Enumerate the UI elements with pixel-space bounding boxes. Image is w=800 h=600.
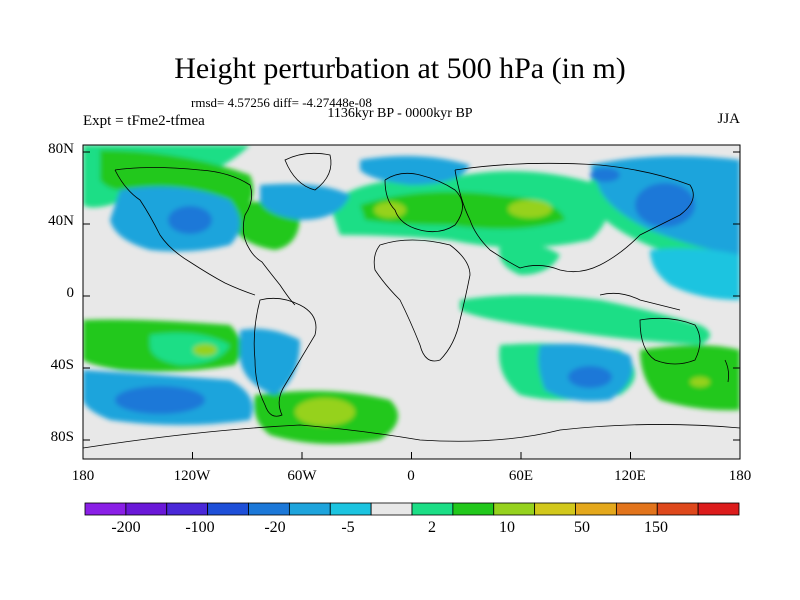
coastline-north-america xyxy=(114,167,296,306)
colorbar-box xyxy=(411,502,454,516)
coastline-africa xyxy=(373,239,471,362)
field-positive-south-pacific-core xyxy=(150,332,230,365)
colorbar-box xyxy=(166,502,209,516)
colorbar-box xyxy=(207,502,249,516)
field-negative-tropical-pacific xyxy=(650,248,740,300)
colorbar-label: 2 xyxy=(428,519,436,536)
field-max-south-atlantic xyxy=(295,398,355,426)
colorbar-box xyxy=(84,502,127,516)
field-negative-south-america xyxy=(240,328,300,395)
coastline-australia xyxy=(639,317,701,365)
experiment-label: Expt = tFme2-tfmea xyxy=(83,113,205,129)
coastline-indonesia xyxy=(599,292,681,311)
lon-label-120e: 120E xyxy=(614,468,646,484)
colorbar-box xyxy=(656,502,699,516)
period-text: 1136kyr BP - 0000kyr BP xyxy=(327,106,473,121)
lon-label-180w: 180 xyxy=(71,468,95,484)
lon-label-0: 0 xyxy=(407,468,415,484)
field-positive-south-indian xyxy=(640,345,740,411)
coastline-new-zealand xyxy=(724,359,729,383)
lat-label-0: 0 xyxy=(66,285,75,301)
colorbar-box xyxy=(615,502,658,516)
lon-label-180e: 180 xyxy=(728,468,752,484)
coastline-asia xyxy=(454,162,694,273)
field-negative-europe xyxy=(360,156,470,185)
field-min-indian xyxy=(568,366,612,388)
field-positive-east-africa xyxy=(499,243,560,275)
field-min-siberia xyxy=(590,168,620,182)
colorbar-box xyxy=(248,502,290,516)
coastline-greenland xyxy=(284,152,332,191)
colorbar-box xyxy=(288,502,331,516)
lat-label-40s: 40S xyxy=(50,357,74,373)
field-positive-tropical-indo xyxy=(460,295,710,345)
lat-label-80s: 80S xyxy=(50,429,74,445)
colorbar-box xyxy=(697,502,740,516)
colorbar-label: -5 xyxy=(341,519,355,536)
colorbar-box xyxy=(452,502,495,516)
field-max-south-indian xyxy=(690,377,710,387)
colorbar-label: 50 xyxy=(574,519,590,536)
coastline-north-america-west xyxy=(114,169,256,296)
coastline-europe xyxy=(384,172,463,233)
colorbar xyxy=(84,502,740,516)
colorbar-label: -20 xyxy=(264,519,286,536)
field-min-south-pacific xyxy=(115,386,205,414)
colorbar-box xyxy=(493,502,536,516)
coastline-antarctica xyxy=(83,424,740,449)
statistics-text: rmsd= 4.57256 diff= -4.27448e-08 xyxy=(191,95,372,110)
lon-label-60e: 60E xyxy=(508,468,534,484)
colorbar-box xyxy=(575,502,617,516)
colorbar-box xyxy=(370,502,413,516)
coastlines xyxy=(83,152,740,449)
field-max-central-asia xyxy=(508,200,552,218)
colorbar-box xyxy=(125,502,168,516)
plot-title: Height perturbation at 500 hPa (in m) xyxy=(174,52,626,85)
colorbar-box xyxy=(329,502,372,516)
colorbar-box xyxy=(534,502,576,516)
field-negative-north-atlantic xyxy=(260,183,350,220)
map-ticks xyxy=(82,151,741,459)
season-label: JJA xyxy=(717,111,740,127)
field-max-south-pacific xyxy=(193,344,217,356)
colorbar-label: -100 xyxy=(185,519,215,536)
height-field xyxy=(83,145,740,459)
colorbar-label: 150 xyxy=(644,519,668,536)
lat-label-80n: 80N xyxy=(48,141,74,157)
lat-label-40n: 40N xyxy=(48,213,74,229)
coastline-south-america xyxy=(253,297,317,417)
field-min-north-america xyxy=(168,206,212,234)
field-min-east-asia xyxy=(635,183,695,227)
field-max-west-eurasia xyxy=(374,202,406,218)
colorbar-label: 10 xyxy=(499,519,515,536)
colorbar-label: -200 xyxy=(111,519,141,536)
lon-label-60w: 60W xyxy=(287,468,317,484)
lon-label-120w: 120W xyxy=(173,468,211,484)
